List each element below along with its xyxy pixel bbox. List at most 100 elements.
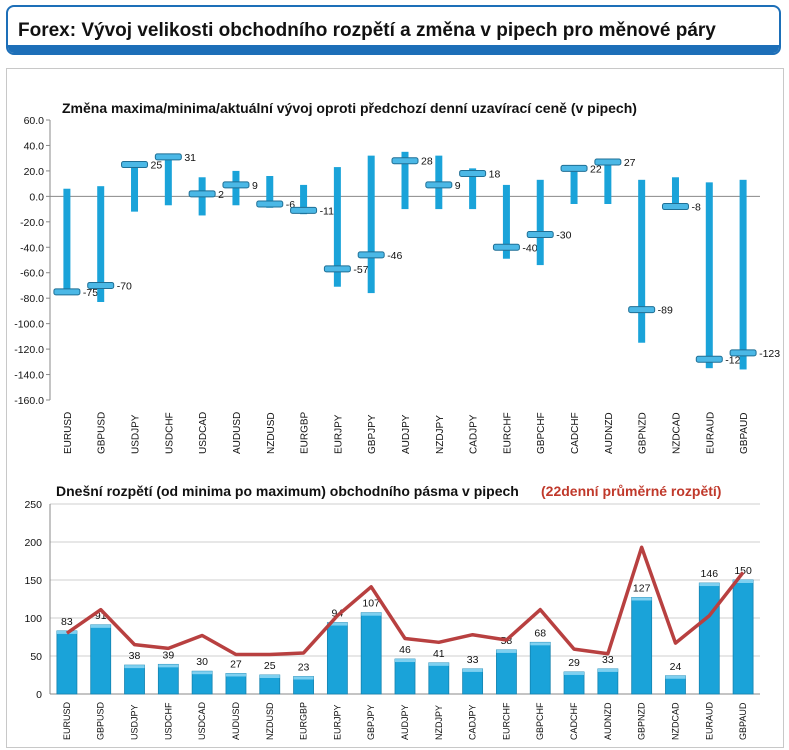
bar-highlight: [361, 612, 382, 616]
header-accent-bar: [8, 45, 779, 53]
bar-value-label: 46: [399, 644, 411, 656]
current-value-label: 28: [421, 156, 433, 168]
bar-value-label: 25: [264, 660, 276, 672]
range-bar-eurjpy: [326, 622, 348, 695]
chart2-y-tick-label: 250: [24, 499, 42, 511]
bar-highlight: [665, 675, 686, 679]
chart1-y-tick-label: 20.0: [24, 166, 45, 178]
chart2-x-label: GBPUSD: [96, 701, 106, 740]
chart2-y-tick-label: 100: [24, 613, 42, 625]
chart1-x-label: CADCHF: [570, 412, 581, 454]
current-value-label: -30: [556, 230, 571, 242]
chart2-x-label: NZDJPY: [434, 705, 444, 740]
bar-highlight: [395, 659, 415, 663]
range-bar-audjpy: [401, 151, 409, 210]
current-value-label: -75: [83, 287, 98, 299]
range-bar-eurjpy: [333, 167, 341, 287]
chart2-y-tick-label: 50: [30, 651, 42, 663]
range-bar-usdjpy: [124, 664, 145, 695]
chart1-x-label: CADJPY: [469, 414, 480, 454]
chart2-x-label: USDJPY: [130, 704, 140, 740]
bar-highlight: [462, 668, 483, 672]
bar-highlight: [631, 597, 652, 601]
range-bar-euraud: [705, 182, 713, 369]
range-bar-nzdcad: [671, 177, 679, 208]
current-marker-gbpusd: [87, 281, 115, 289]
current-value-label: 9: [252, 180, 258, 192]
range-bar-euraud: [698, 582, 720, 695]
current-marker-audnzd: [594, 158, 622, 166]
chart2-x-label: EURUSD: [62, 701, 72, 740]
chart1-x-label: GBPNZD: [638, 412, 649, 454]
bar-value-label: 30: [196, 656, 208, 668]
header-banner: Forex: Vývoj velikosti obchodního rozpět…: [6, 5, 781, 55]
current-value-label: -57: [353, 264, 368, 276]
range-bar-gbpusd: [97, 186, 105, 302]
range-bar-gbpnzd: [638, 179, 646, 343]
current-marker-gbpchf: [526, 231, 554, 239]
current-value-label: 9: [455, 180, 461, 192]
chart2-x-label: USDCAD: [197, 701, 207, 740]
bar-value-label: 23: [298, 662, 310, 674]
bar-highlight: [259, 675, 280, 678]
chart2-x-label: GBPAUD: [738, 702, 748, 740]
chart2-x-label: GBPCHF: [535, 702, 545, 740]
chart2-x-label: EURJPY: [332, 704, 342, 740]
current-value-label: -11: [320, 205, 335, 217]
chart2-x-label: GBPJPY: [366, 704, 376, 740]
bar-highlight: [225, 673, 246, 677]
bar-highlight: [564, 671, 585, 675]
current-value-label: 18: [489, 168, 501, 180]
range-bar-eurchf: [502, 184, 510, 259]
chart2-x-label: EURCHF: [501, 702, 511, 740]
bar-value-label: 38: [129, 650, 141, 662]
range-bar-usdcad: [191, 670, 213, 695]
current-marker-eurgbp: [290, 206, 318, 214]
chart2-x-label: CADJPY: [468, 704, 478, 740]
bar-highlight: [90, 624, 111, 628]
chart1-x-label: NZDCAD: [671, 412, 682, 454]
chart1-x-label: EURAUD: [705, 412, 716, 454]
chart1-x-label: EURCHF: [502, 412, 513, 454]
bar-value-label: 127: [633, 582, 651, 594]
chart1-x-label: AUDNZD: [604, 412, 615, 454]
bar-value-label: 150: [734, 565, 752, 577]
bar-value-label: 68: [534, 627, 546, 639]
range-bar-gbpchf: [529, 641, 551, 695]
chart1-y-tick-label: -140.0: [14, 370, 44, 382]
current-marker-eurjpy: [323, 265, 351, 273]
chart1-y-tick-label: -80.0: [20, 293, 44, 305]
chart1-x-label: NZDJPY: [435, 415, 446, 454]
current-marker-gbpaud: [729, 349, 757, 357]
chart2-x-label: AUDNZD: [603, 702, 613, 740]
chart2-x-label: EURGBP: [299, 702, 309, 740]
bar-highlight: [158, 664, 179, 668]
chart2-x-label: AUDUSD: [231, 701, 241, 740]
chart1-y-tick-label: 60.0: [24, 115, 45, 127]
range-bar-eurusd: [56, 630, 78, 695]
range-bar-audnzd: [597, 668, 619, 695]
bar-highlight: [496, 649, 517, 653]
current-value-label: -8: [691, 202, 700, 214]
range-bar-gbpaud: [739, 179, 747, 370]
range-bar-gbpnzd: [631, 597, 653, 695]
current-value-label: 31: [184, 152, 196, 164]
range-bar-gbpjpy: [367, 155, 375, 294]
bar-highlight: [699, 583, 720, 587]
chart2-y-tick-label: 200: [24, 537, 42, 549]
range-bar-nzdusd: [266, 176, 274, 208]
current-marker-euraud: [695, 355, 723, 363]
chart2-x-label: NZDCAD: [670, 702, 680, 740]
range-bar-nzdjpy: [428, 662, 450, 695]
current-marker-cadchf: [560, 164, 588, 172]
current-marker-gbpjpy: [357, 251, 385, 259]
bar-highlight: [124, 665, 145, 669]
chart1-y-tick-label: 40.0: [24, 140, 45, 152]
current-value-label: 27: [624, 157, 636, 169]
range-chart: Změna maxima/minima/aktuální vývoj oprot…: [14, 100, 780, 454]
chart1-y-tick-label: 0.0: [29, 191, 44, 203]
bar-highlight: [733, 580, 754, 583]
current-value-label: 25: [151, 160, 163, 172]
chart1-x-label: EURUSD: [63, 412, 74, 454]
